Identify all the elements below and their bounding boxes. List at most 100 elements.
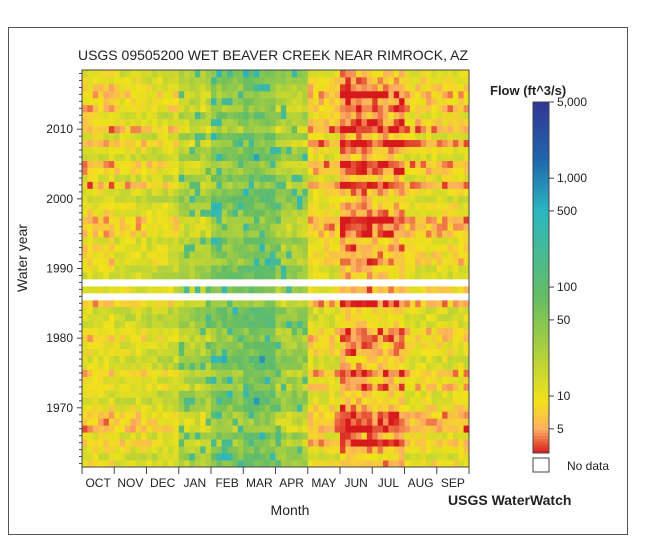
heat-cell [125, 83, 131, 92]
heat-cell [388, 306, 395, 315]
heat-cell [302, 76, 309, 85]
heat-cell [447, 216, 454, 224]
heat-cell [372, 306, 379, 315]
heat-cell [184, 160, 190, 168]
heat-cell [216, 223, 223, 231]
heat-cell [254, 202, 260, 210]
heat-cell [151, 411, 158, 419]
heat-cell [436, 334, 443, 343]
heat-cell [302, 397, 309, 405]
heat-cell [173, 76, 180, 85]
heat-cell [436, 411, 443, 419]
legend-color-step [533, 213, 549, 217]
heat-cell [211, 244, 217, 252]
heat-cell [125, 174, 131, 182]
heat-cell [254, 90, 260, 99]
heat-cell [221, 369, 228, 377]
heat-cell [399, 348, 405, 356]
heat-cell [92, 237, 99, 245]
heat-cell [232, 202, 239, 210]
heat-cell [393, 160, 400, 168]
heat-cell [323, 160, 330, 168]
heat-cell [237, 299, 244, 308]
heat-cell [87, 118, 94, 127]
heat-cell [340, 362, 346, 370]
heat-cell [404, 334, 411, 343]
x-tick-label: JAN [184, 476, 207, 490]
legend-color-step [533, 350, 549, 355]
heat-cell [232, 404, 239, 412]
heat-cell [221, 97, 228, 106]
heat-cell [420, 418, 427, 426]
heat-cell [270, 202, 276, 210]
heat-cell [463, 341, 470, 349]
heat-cell [178, 285, 185, 294]
heat-cell [151, 320, 158, 329]
heat-cell [200, 188, 207, 196]
heat-cell [264, 104, 271, 113]
heat-cell [377, 271, 384, 280]
heat-cell [409, 216, 416, 224]
heat-cell [259, 404, 266, 412]
heat-cell [173, 139, 180, 148]
heat-cell [291, 383, 298, 391]
heat-cell [184, 397, 190, 405]
heat-cell [157, 167, 164, 175]
heat-cell [420, 111, 427, 120]
heat-cell [227, 376, 233, 384]
heat-cell [157, 460, 164, 468]
heat-cell [205, 460, 212, 468]
heat-cell [436, 376, 443, 384]
heat-cell [463, 432, 470, 440]
heat-cell [254, 118, 260, 127]
heat-cell [275, 404, 282, 412]
heat-cell [307, 160, 314, 168]
heat-cell [178, 446, 185, 454]
heat-cell [232, 299, 239, 308]
heat-cell [345, 341, 352, 349]
heat-cell [361, 320, 368, 329]
heat-cell [103, 271, 110, 280]
heat-cell [162, 355, 169, 363]
heat-cell [340, 139, 346, 148]
heat-cell [108, 320, 115, 329]
legend-color-step [533, 186, 549, 191]
heat-cell [135, 299, 142, 308]
heat-cell [194, 341, 201, 349]
heat-cell [237, 181, 244, 189]
heat-cell [280, 418, 287, 426]
heat-cell [162, 167, 169, 175]
heat-cell [189, 432, 196, 440]
heat-cell [356, 404, 362, 412]
heat-cell [431, 174, 438, 182]
heat-cell [259, 327, 266, 336]
heat-cell [259, 83, 266, 92]
heat-cell [399, 383, 405, 391]
heat-cell [189, 118, 196, 127]
heat-cell [372, 146, 379, 154]
heat-cell [291, 285, 298, 294]
heat-cell [415, 390, 422, 398]
heat-cell [404, 362, 411, 370]
heat-cell [211, 334, 217, 343]
heat-cell [340, 125, 346, 134]
heat-cell [323, 195, 330, 203]
heat-cell [318, 230, 325, 238]
heat-cell [114, 390, 121, 398]
heat-cell [442, 341, 448, 349]
heat-cell [377, 174, 384, 182]
heat-cell [194, 460, 201, 468]
heat-cell [221, 104, 228, 113]
heat-cell [98, 306, 104, 315]
heat-cell [361, 299, 368, 308]
heat-cell [125, 104, 131, 113]
heat-cell [393, 397, 400, 405]
heat-cell [345, 132, 352, 141]
heat-cell [162, 327, 169, 336]
heat-cell [393, 306, 400, 315]
heat-cell [157, 244, 164, 252]
heat-cell [404, 118, 411, 127]
heat-cell [157, 327, 164, 336]
heat-cell [431, 202, 438, 210]
heat-cell [232, 132, 239, 141]
